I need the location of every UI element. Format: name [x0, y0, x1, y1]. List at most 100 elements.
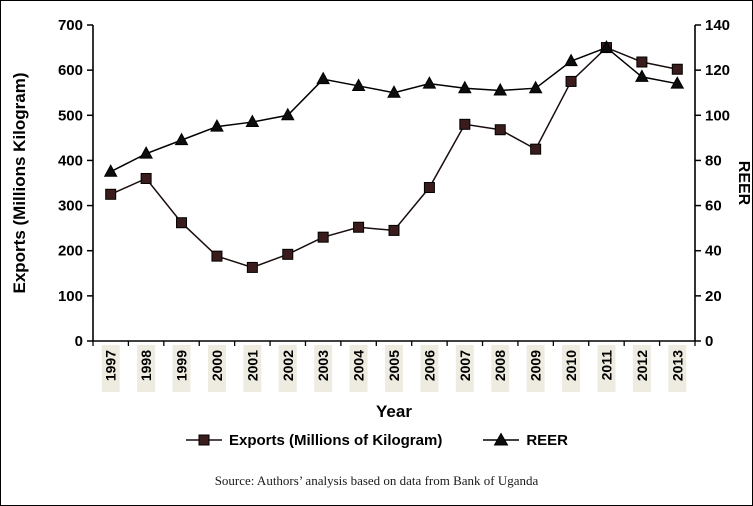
reer-data-point [422, 76, 437, 89]
x-label-band [172, 345, 191, 392]
right-axis-tick-label: 80 [705, 152, 722, 169]
left-axis-tick-label: 500 [58, 107, 83, 124]
exports-data-point [105, 188, 117, 200]
right-axis-tick-label: 140 [705, 17, 730, 34]
reer-data-point [280, 107, 295, 121]
left-axis-tick-label: 200 [58, 243, 83, 260]
legend-item-exports: Exports (Millions of Kilogram) [185, 432, 442, 449]
exports-data-point [211, 250, 223, 262]
reer-data-point [387, 85, 401, 98]
reer-data-point [139, 146, 153, 159]
right-axis-tick-label: 60 [705, 198, 722, 215]
right-axis-title: REER [735, 161, 752, 206]
exports-data-point [317, 231, 329, 243]
x-tick-label: 2013 [669, 350, 685, 381]
reer-data-point [457, 80, 472, 94]
x-label-band [314, 345, 333, 392]
reer-data-point [635, 69, 649, 82]
reer-triangle-marker-icon [483, 432, 520, 446]
exports-data-point [140, 172, 152, 184]
x-tick-label: 2009 [528, 350, 544, 381]
exports-data-point [671, 63, 683, 75]
left-axis-tick-label: 300 [58, 198, 83, 215]
exports-data-point [565, 75, 577, 87]
right-axis-tick-label: 0 [705, 333, 713, 350]
reer-data-point [528, 80, 543, 94]
legend-square-marker [198, 434, 210, 446]
exports-data-point [176, 217, 188, 229]
x-label-band [597, 345, 616, 392]
reer-data-point [564, 53, 578, 67]
left-axis-tick-label: 0 [75, 333, 83, 350]
reer-data-point [103, 164, 118, 177]
x-tick-label: 2007 [457, 350, 473, 381]
x-tick-label: 1997 [103, 350, 119, 381]
x-axis-title: Year [376, 402, 412, 421]
x-label-band [668, 345, 687, 392]
left-axis-title: Exports (Millions Kilogram) [10, 72, 29, 293]
x-tick-label: 2002 [280, 350, 296, 381]
reer-data-point [210, 119, 224, 132]
right-axis-tick-label: 120 [705, 62, 730, 79]
exports-data-point [530, 143, 542, 155]
x-label-band [243, 345, 262, 392]
reer-data-point [493, 82, 508, 96]
x-label-band [385, 345, 403, 392]
x-tick-label: 2003 [315, 350, 331, 381]
reer-data-point [599, 40, 614, 53]
x-label-band [632, 345, 651, 392]
x-tick-label: 2000 [209, 350, 225, 381]
exports-data-point [388, 224, 400, 236]
exports-data-point [282, 248, 294, 260]
exports-data-point [494, 124, 506, 136]
reer-data-point [245, 114, 260, 128]
x-label-band [349, 345, 368, 392]
x-label-band [278, 345, 297, 392]
x-tick-label: 2006 [421, 350, 437, 381]
x-tick-label: 2004 [351, 350, 367, 381]
reer-data-point [670, 76, 685, 89]
exports-square-marker-icon [185, 434, 222, 446]
legend-item-reer: REER [482, 432, 568, 449]
x-label-band [562, 345, 581, 392]
x-label-band [455, 345, 474, 392]
x-tick-label: 2012 [634, 350, 650, 381]
exports-data-point [459, 118, 471, 130]
exports-data-point [246, 261, 258, 273]
x-tick-label: 2010 [563, 350, 579, 381]
exports-data-point [423, 182, 435, 194]
source-note: Source: Authors’ analysis based on data … [214, 473, 539, 488]
legend: Exports (Millions of Kilogram) REER [1, 423, 752, 457]
reer-data-point [174, 132, 189, 146]
left-axis-tick-label: 100 [58, 288, 83, 305]
right-axis-tick-label: 20 [705, 288, 722, 305]
x-tick-label: 1998 [138, 350, 154, 381]
line-chart: 1997 1998 1999 2000 2001 2002 2003 2004 2005 2006… [10, 17, 752, 421]
legend-label-exports: Exports (Millions of Kilogram) [228, 431, 443, 449]
x-tick-label: 1999 [174, 350, 190, 381]
reer-data-point [351, 78, 366, 91]
chart-area: 1997 1998 1999 2000 2001 2002 2003 2004 2005 2006… [1, 3, 752, 423]
x-label-band [526, 345, 545, 392]
x-tick-label: 2008 [492, 350, 508, 381]
x-tick-label: 2011 [598, 350, 614, 381]
x-label-band [101, 345, 120, 392]
legend-label-reer: REER [526, 431, 569, 449]
legend-triangle-marker [493, 432, 509, 446]
exports-data-point [636, 56, 648, 68]
x-label-band [420, 345, 439, 392]
left-axis-tick-label: 600 [58, 62, 83, 79]
x-label-band [491, 345, 510, 392]
right-axis-tick-label: 40 [705, 243, 722, 260]
x-label-band [137, 345, 156, 392]
left-axis-tick-label: 400 [58, 152, 83, 169]
x-tick-label: 2001 [244, 350, 260, 381]
series-line-reer [110, 46, 678, 173]
x-label-band [207, 345, 226, 392]
x-tick-label: 2005 [386, 350, 402, 381]
exports-data-point [353, 221, 365, 233]
left-axis-tick-label: 700 [58, 17, 83, 34]
reer-data-point [316, 71, 331, 85]
right-axis-tick-label: 100 [705, 107, 730, 124]
